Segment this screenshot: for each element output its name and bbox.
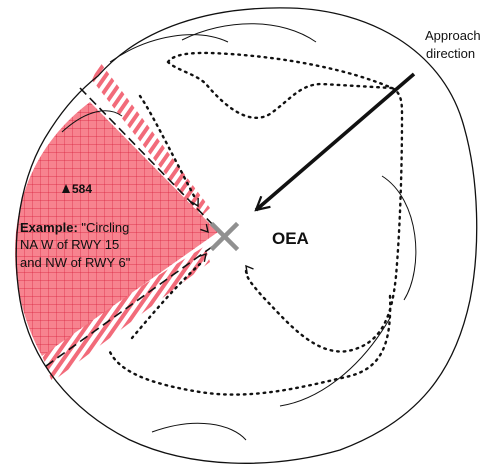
- arc-segment-right: [381, 175, 417, 301]
- obstacle-elevation-label: 584: [72, 182, 92, 196]
- example-note-line-1: Example: "Circling: [20, 220, 129, 235]
- example-note-line-3: and NW of RWY 6": [20, 255, 131, 270]
- dotted-turn-upper-left: [138, 94, 196, 198]
- center-x-mark: [209, 221, 240, 252]
- arc-segment-top-right: [181, 23, 317, 43]
- example-note-prefix: Example:: [20, 220, 78, 235]
- example-note-line-1-rest: "Circling: [78, 220, 130, 235]
- approach-label-line-1: Approach: [425, 28, 481, 43]
- dotted-circling-track: [108, 51, 404, 396]
- arrow-head-lower-right: [245, 264, 254, 275]
- sector-boundary-lower: [45, 243, 217, 367]
- approach-label-line-2: direction: [426, 46, 475, 61]
- obstacle-symbol-icon: [62, 184, 70, 193]
- outer-circling-boundary: [15, 7, 478, 464]
- example-note-line-2: NA W of RWY 15: [20, 237, 119, 252]
- oea-label: OEA: [272, 229, 309, 248]
- restricted-sector: [15, 102, 218, 356]
- lower-stripe-band: [40, 246, 210, 382]
- approach-direction-arrow: [256, 72, 416, 210]
- arc-segment-bottom: [151, 422, 247, 441]
- arc-segment-bottom-right: [279, 317, 391, 407]
- arc-segment-top: [109, 34, 229, 63]
- upper-stripe-band: [92, 62, 210, 218]
- arc-segment-left-top: [61, 110, 123, 133]
